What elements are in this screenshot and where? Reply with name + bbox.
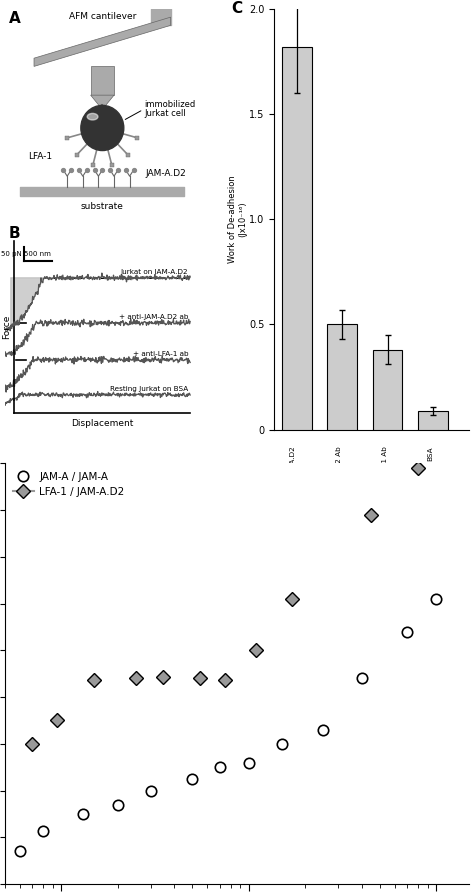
Text: Force: Force <box>2 315 11 339</box>
Text: JAM-A.D2: JAM-A.D2 <box>145 169 186 178</box>
Bar <box>418 411 448 430</box>
Bar <box>282 46 311 430</box>
Text: anti-JAM-A.D2 Ab: anti-JAM-A.D2 Ab <box>336 446 342 508</box>
Text: + anti-LFA-1 ab: + anti-LFA-1 ab <box>133 351 188 357</box>
Text: BSA: BSA <box>427 446 433 461</box>
Text: + anti-JAM-A.D2 ab: + anti-JAM-A.D2 ab <box>118 313 188 320</box>
Text: B: B <box>9 227 20 241</box>
Bar <box>328 324 357 430</box>
Text: Displacement: Displacement <box>71 419 134 428</box>
Text: Resting Jurkat on BSA: Resting Jurkat on BSA <box>110 386 188 392</box>
Y-axis label: Work of De-adhesion
(Jx10⁻¹⁶): Work of De-adhesion (Jx10⁻¹⁶) <box>228 175 247 263</box>
Text: Jurkat cell: Jurkat cell <box>144 109 186 118</box>
Circle shape <box>81 105 124 151</box>
Polygon shape <box>91 66 114 96</box>
Text: Jurkat on JAM-A.D2: Jurkat on JAM-A.D2 <box>120 269 188 275</box>
Text: immobilized: immobilized <box>144 100 196 109</box>
Text: AFM cantilever: AFM cantilever <box>69 12 136 21</box>
Text: 50 pN: 50 pN <box>0 251 21 257</box>
Text: Jurkat v. JAM-A.D2: Jurkat v. JAM-A.D2 <box>291 446 297 512</box>
Polygon shape <box>91 96 114 110</box>
Text: C: C <box>231 1 242 15</box>
Text: anti-LFA-1 Ab: anti-LFA-1 Ab <box>382 446 388 495</box>
Polygon shape <box>34 17 171 66</box>
Ellipse shape <box>87 113 98 120</box>
Text: LFA-1: LFA-1 <box>28 152 52 162</box>
Bar <box>373 350 402 430</box>
Text: substrate: substrate <box>81 203 124 212</box>
Text: A: A <box>9 11 20 26</box>
Legend: JAM-A / JAM-A, LFA-1 / JAM-A.D2: JAM-A / JAM-A, LFA-1 / JAM-A.D2 <box>10 469 128 500</box>
Text: 500 nm: 500 nm <box>25 251 51 257</box>
